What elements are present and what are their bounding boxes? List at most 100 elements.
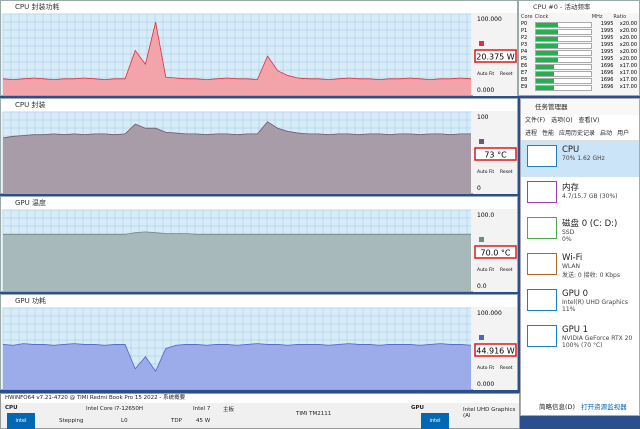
thumb xyxy=(527,181,557,203)
freq-bar xyxy=(535,29,558,34)
graph-title: CPU 封装 xyxy=(1,99,517,111)
bar-well xyxy=(534,28,592,35)
thumb xyxy=(527,253,557,275)
freq-row: P2 1995 x20.00 xyxy=(519,35,639,42)
tab[interactable]: 用户 xyxy=(617,130,630,137)
ratio: x20.00 xyxy=(619,28,638,34)
cpu-node: Intel 7 xyxy=(193,406,211,412)
bar-well xyxy=(534,63,592,70)
freq-row: P3 1995 x20.00 xyxy=(519,42,639,49)
graph-area xyxy=(3,22,471,96)
reset: Reset xyxy=(500,169,513,175)
tm-item[interactable]: CPU 70% 1.62 GHz xyxy=(521,141,639,177)
thumb xyxy=(527,289,557,311)
item-line: 11% xyxy=(562,306,576,313)
color-swatch xyxy=(479,237,484,242)
stepping-value: L0 xyxy=(121,418,128,424)
footer-link[interactable]: 打开资源监视器 xyxy=(581,403,627,411)
auto-fit: Auto Fit xyxy=(477,267,494,273)
freq-header-cell: Clock xyxy=(534,14,549,20)
tm-item[interactable]: 内存 4.7/15.7 GB (30%) xyxy=(521,177,639,213)
menu-item[interactable]: 选项(O) xyxy=(551,117,573,124)
item-text: GPU 0 Intel(R) UHD Graphics 11% xyxy=(562,289,628,321)
item-line: 70% 1.62 GHz xyxy=(562,155,605,162)
mhz: 1995 xyxy=(600,35,614,41)
freq-row: P5 1995 x20.00 xyxy=(519,56,639,63)
ratio: x20.00 xyxy=(619,35,638,41)
core: P4 xyxy=(521,49,528,55)
graph-title: CPU 封装功耗 xyxy=(1,1,517,13)
current-value: 44.916 W xyxy=(476,347,515,356)
graph: 100.000 44.916 W Auto Fit Reset 0.000 xyxy=(2,307,517,390)
item-text: 内存 4.7/15.7 GB (30%) xyxy=(562,181,618,213)
footer-link[interactable]: 简略信息(D) xyxy=(539,403,576,411)
menu-item[interactable]: 查看(V) xyxy=(578,117,600,124)
color-swatch xyxy=(479,139,484,144)
tdp-value: 45 W xyxy=(196,418,211,424)
item-text: 磁盘 0 (C: D:) SSD 0% xyxy=(562,217,617,249)
item-line: 4.7/15.7 GB (30%) xyxy=(562,193,618,200)
ratio: x17.00 xyxy=(619,77,638,83)
cpu-name: Intel Core i7-12650H xyxy=(86,406,144,412)
box xyxy=(474,49,517,63)
bar-well xyxy=(534,77,592,84)
core: P1 xyxy=(521,28,528,34)
mhz: 1696 xyxy=(600,84,614,90)
freq-title: CPU #0 - 活动频率 xyxy=(519,1,639,13)
tm-footer: 简略信息(D) 打开资源监视器 xyxy=(521,401,640,411)
tm-item[interactable]: Wi-Fi WLAN 发送: 0 接收: 0 Kbps xyxy=(521,249,639,285)
freq-row: E6 1696 x17.00 xyxy=(519,63,639,70)
core: P2 xyxy=(521,35,528,41)
tm-item[interactable]: GPU 1 NVIDIA GeForce RTX 20 100% (70 °C) xyxy=(521,321,639,357)
ratio: x17.00 xyxy=(619,70,638,76)
menu-item[interactable]: 文件(F) xyxy=(525,117,546,124)
freq-bar xyxy=(535,64,555,69)
ratio: x20.00 xyxy=(619,42,638,48)
tm-item[interactable]: GPU 0 Intel(R) UHD Graphics 11% xyxy=(521,285,639,321)
tab[interactable]: 进程 xyxy=(525,130,538,137)
freq-row: P1 1995 x20.00 xyxy=(519,28,639,35)
item-name: 磁盘 0 (C: D:) xyxy=(562,219,618,229)
current-value: 73 °C xyxy=(484,151,507,160)
graph-window: CPU 封装 100 73 °C Auto Fit Reset 0 xyxy=(0,98,518,194)
thumb xyxy=(527,217,557,239)
bar-well xyxy=(534,84,592,91)
freq-row: P0 1995 x20.00 xyxy=(519,21,639,28)
top-label: 100.0 xyxy=(477,212,494,219)
tab[interactable]: 应用历史记录 xyxy=(559,130,596,137)
item-line: 0% xyxy=(562,236,572,243)
top-label: 100.000 xyxy=(477,310,502,317)
freq-bar xyxy=(535,36,558,41)
tab[interactable]: 性能 xyxy=(542,130,555,137)
stepping: Stepping xyxy=(59,418,84,424)
tm-menu: 文件(F) 选项(O) 查看(V) xyxy=(521,115,639,127)
freq-row: E7 1696 x17.00 xyxy=(519,70,639,77)
freq-header-cell: Core xyxy=(521,14,533,20)
freq-row: P4 1995 x20.00 xyxy=(519,49,639,56)
core: P0 xyxy=(521,21,528,27)
board-name: TIMI TM2111 xyxy=(296,411,332,417)
core: E8 xyxy=(521,77,528,83)
freq-bar xyxy=(535,22,558,27)
auto-fit: Auto Fit xyxy=(477,365,494,371)
item-name: GPU 1 xyxy=(562,325,589,335)
freq-bar xyxy=(535,43,558,48)
item-name: CPU xyxy=(562,145,580,155)
ratio: x17.00 xyxy=(619,63,638,69)
freq-bar xyxy=(535,57,558,62)
graph: 100.0 70.0 °C Auto Fit Reset 0.0 xyxy=(2,209,517,292)
item-line: Intel(R) UHD Graphics xyxy=(562,299,628,306)
graph-window: GPU 温度 100.0 70.0 °C Auto Fit Reset 0.0 xyxy=(0,196,518,292)
box xyxy=(474,147,517,161)
graph: 100 73 °C Auto Fit Reset 0 xyxy=(2,111,517,194)
freq-table: Core Clock MHz Ratio P0 1995 x20.00 P1 1995 x20.0… xyxy=(519,13,639,91)
mhz: 1995 xyxy=(600,28,614,34)
box xyxy=(474,343,517,357)
tab[interactable]: 启动 xyxy=(600,130,613,137)
tm-item[interactable]: 磁盘 0 (C: D:) SSD 0% xyxy=(521,213,639,249)
ratio: x20.00 xyxy=(619,49,638,55)
current-value: 20.375 W xyxy=(476,53,515,62)
bar-well xyxy=(534,42,592,49)
graph-area xyxy=(3,121,471,193)
item-name: 内存 xyxy=(562,183,580,193)
